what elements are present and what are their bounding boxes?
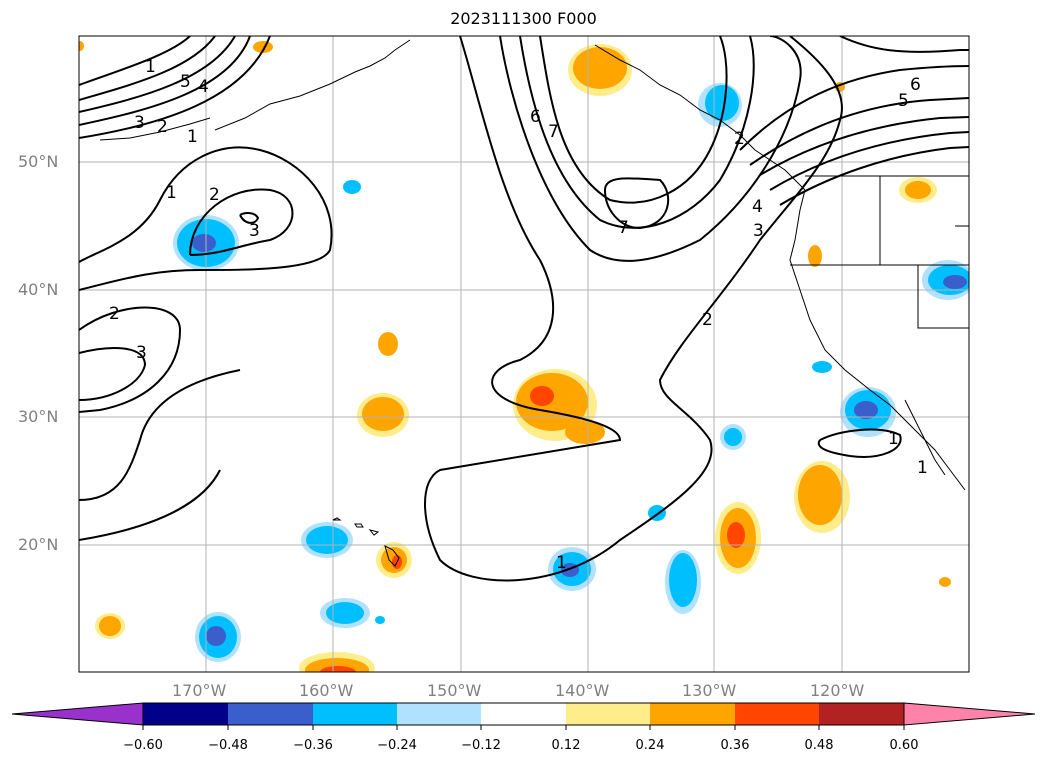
contour-labels: 1 5 4 3 2 1 6 7 6 5 4 3 2 1 2 3 2 3 7 2 … [109, 57, 928, 573]
colorbar-tick-label: 0.60 [889, 738, 919, 753]
contour-label: 2 [209, 185, 220, 205]
colorbar-tick-label: −0.36 [293, 738, 333, 753]
lon-label-140w: 140°W [555, 681, 610, 700]
contour-label: 4 [198, 77, 209, 97]
colorbar [11, 702, 1036, 730]
contour-label: 1 [187, 127, 198, 147]
colorbar-segment [566, 703, 650, 725]
contour-label: 3 [249, 221, 260, 241]
colorbar-segment [650, 703, 735, 725]
colorbar-tick-label: 0.36 [720, 738, 750, 753]
lat-label-30n: 30°N [18, 407, 59, 426]
contour-label: 3 [136, 343, 147, 363]
contour-label: 2 [109, 304, 120, 324]
contour-label: 1 [145, 57, 156, 77]
contour-label: 2 [157, 117, 168, 137]
contour-label: 1 [556, 553, 567, 573]
map-frame [78, 35, 970, 673]
colorbar-tick-label: −0.48 [208, 738, 248, 753]
contour-label: 7 [548, 122, 559, 142]
contour-label: 6 [530, 107, 541, 127]
contour-label: 1 [888, 429, 899, 449]
contour-label: 1 [166, 183, 177, 203]
colorbar-tick-label: 0.48 [804, 738, 834, 753]
islands [332, 517, 400, 567]
contour-label: 3 [753, 221, 764, 241]
colorbar-segment [481, 703, 566, 725]
contour-lines [79, 36, 969, 582]
lon-label-170w: 170°W [172, 681, 227, 700]
colorbar-tick-label: −0.60 [123, 738, 163, 753]
colorbar-segment [397, 703, 481, 725]
colorbar-over-extend [903, 702, 1036, 726]
gridlines [79, 36, 969, 672]
colorbar-segment [228, 703, 313, 725]
colorbar-tick-label: 0.24 [635, 738, 665, 753]
colorbar-segment [313, 703, 397, 725]
shaded-anomalies [79, 41, 969, 672]
contour-label: 3 [134, 113, 145, 133]
colorbar-segment [735, 703, 819, 725]
lon-label-160w: 160°W [299, 681, 354, 700]
lat-label-40n: 40°N [18, 280, 59, 299]
coastlines [99, 39, 969, 491]
contour-label: 2 [702, 310, 713, 330]
lat-label-50n: 50°N [18, 152, 59, 171]
colorbar-tick-label: 0.12 [551, 738, 581, 753]
lon-label-120w: 120°W [810, 681, 865, 700]
contour-label: 5 [180, 72, 191, 92]
contour-label: 5 [898, 91, 909, 111]
lon-label-150w: 150°W [427, 681, 482, 700]
colorbar-tick-label: −0.24 [377, 738, 417, 753]
lat-label-20n: 20°N [18, 535, 59, 554]
contour-label: 1 [917, 458, 928, 478]
colorbar-tick-label: −0.12 [461, 738, 501, 753]
contour-label: 2 [734, 129, 745, 149]
map-title: 2023111300 F000 [450, 9, 597, 28]
contour-label: 6 [910, 75, 921, 95]
colorbar-segment [819, 703, 904, 725]
lon-label-130w: 130°W [682, 681, 737, 700]
contour-label: 7 [618, 218, 629, 238]
colorbar-segment [143, 703, 228, 725]
colorbar-under-extend [11, 702, 144, 726]
contour-label: 4 [752, 197, 763, 217]
